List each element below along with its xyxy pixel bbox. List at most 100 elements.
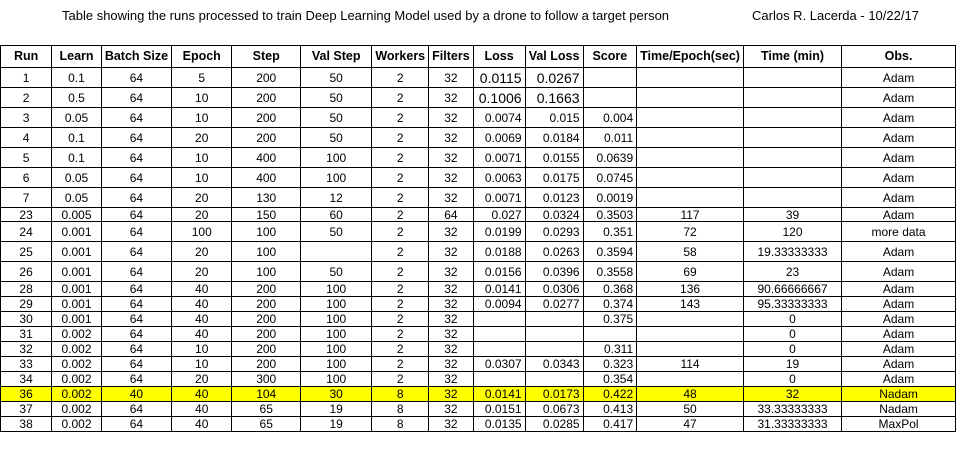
cell-val-loss[interactable]: 0.0155 [524,147,584,168]
cell-val-loss[interactable]: 0.0343 [524,356,584,372]
cell-workers[interactable]: 2 [371,296,430,312]
cell-val-step[interactable]: 50 [299,221,373,242]
cell-epoch[interactable]: 40 [171,401,233,417]
cell-learn[interactable]: 0.1 [51,147,102,168]
cell-val-step[interactable]: 50 [299,87,373,108]
cell-learn[interactable]: 0.001 [51,311,102,327]
column-header[interactable]: Learn [51,45,102,68]
cell-val-loss[interactable]: 0.015 [524,107,584,128]
cell-step[interactable]: 200 [231,281,301,297]
cell-obs[interactable]: MaxPol [841,416,956,432]
cell-val-step[interactable]: 60 [299,207,373,222]
cell-obs[interactable]: Adam [841,261,956,282]
column-header[interactable]: Batch Size [100,45,173,68]
cell-filters[interactable]: 32 [428,296,474,312]
cell-score[interactable]: 0.311 [582,341,638,357]
cell-batch[interactable]: 64 [100,296,173,312]
cell-val-step[interactable]: 100 [299,356,373,372]
cell-filters[interactable]: 32 [428,167,474,188]
cell-time-epoch[interactable]: 72 [636,221,744,242]
cell-step[interactable]: 200 [231,341,301,357]
column-header[interactable]: Time (min) [742,45,843,68]
cell-epoch[interactable]: 40 [171,386,233,402]
cell-time-min[interactable] [742,67,843,88]
cell-workers[interactable]: 2 [371,326,430,342]
cell-obs[interactable]: more data [841,221,956,242]
cell-loss[interactable] [472,326,526,342]
cell-val-step[interactable]: 19 [299,416,373,432]
cell-epoch[interactable]: 10 [171,107,233,128]
cell-filters[interactable]: 32 [428,107,474,128]
cell-workers[interactable]: 2 [371,87,430,108]
cell-val-step[interactable]: 30 [299,386,373,402]
cell-step[interactable]: 100 [231,261,301,282]
cell-time-min[interactable]: 0 [742,311,843,327]
cell-learn[interactable]: 0.002 [51,371,102,387]
cell-time-min[interactable] [742,147,843,168]
cell-batch[interactable]: 64 [100,281,173,297]
column-header[interactable]: Time/Epoch(sec) [636,45,744,68]
cell-workers[interactable]: 8 [371,416,430,432]
column-header[interactable]: Val Step [299,45,373,68]
cell-time-epoch[interactable]: 117 [636,207,744,222]
cell-score[interactable]: 0.0019 [582,187,638,208]
cell-batch[interactable]: 64 [100,261,173,282]
cell-score[interactable]: 0.413 [582,401,638,417]
cell-time-epoch[interactable]: 114 [636,356,744,372]
cell-learn[interactable]: 0.002 [51,341,102,357]
cell-epoch[interactable]: 20 [171,207,233,222]
cell-val-loss[interactable]: 0.0277 [524,296,584,312]
cell-time-epoch[interactable]: 58 [636,241,744,262]
cell-loss[interactable]: 0.0069 [472,127,526,148]
cell-val-step[interactable]: 100 [299,167,373,188]
cell-run[interactable]: 3 [0,107,53,128]
cell-workers[interactable]: 2 [371,187,430,208]
cell-learn[interactable]: 0.005 [51,207,102,222]
cell-val-loss[interactable]: 0.1663 [524,87,584,108]
cell-val-step[interactable]: 50 [299,261,373,282]
cell-time-min[interactable] [742,167,843,188]
cell-time-min[interactable]: 90.66666667 [742,281,843,297]
cell-run[interactable]: 5 [0,147,53,168]
cell-time-epoch[interactable] [636,87,744,108]
cell-obs[interactable]: Adam [841,147,956,168]
cell-loss[interactable]: 0.1006 [472,87,526,108]
cell-loss[interactable]: 0.0156 [472,261,526,282]
cell-epoch[interactable]: 10 [171,147,233,168]
cell-learn[interactable]: 0.001 [51,281,102,297]
cell-step[interactable]: 200 [231,356,301,372]
cell-batch[interactable]: 64 [100,326,173,342]
cell-filters[interactable]: 32 [428,356,474,372]
cell-val-step[interactable]: 50 [299,67,373,88]
cell-run[interactable]: 28 [0,281,53,297]
column-header[interactable]: Loss [472,45,526,68]
cell-epoch[interactable]: 20 [171,371,233,387]
cell-obs[interactable]: Adam [841,241,956,262]
cell-val-loss[interactable]: 0.0267 [524,67,584,88]
cell-val-step[interactable]: 50 [299,127,373,148]
cell-epoch[interactable]: 10 [171,341,233,357]
cell-val-loss[interactable]: 0.0173 [524,386,584,402]
cell-workers[interactable]: 2 [371,67,430,88]
cell-time-epoch[interactable]: 143 [636,296,744,312]
cell-epoch[interactable]: 40 [171,416,233,432]
cell-obs[interactable]: Adam [841,107,956,128]
cell-val-loss[interactable]: 0.0324 [524,207,584,222]
cell-loss[interactable]: 0.0141 [472,386,526,402]
cell-val-loss[interactable]: 0.0175 [524,167,584,188]
cell-filters[interactable]: 32 [428,67,474,88]
cell-score[interactable]: 0.323 [582,356,638,372]
cell-workers[interactable]: 2 [371,221,430,242]
cell-time-min[interactable]: 120 [742,221,843,242]
cell-val-step[interactable]: 100 [299,311,373,327]
cell-time-min[interactable]: 0 [742,326,843,342]
cell-learn[interactable]: 0.5 [51,87,102,108]
cell-score[interactable]: 0.375 [582,311,638,327]
cell-step[interactable]: 200 [231,127,301,148]
cell-learn[interactable]: 0.002 [51,356,102,372]
cell-time-min[interactable]: 0 [742,341,843,357]
cell-step[interactable]: 130 [231,187,301,208]
cell-learn[interactable]: 0.002 [51,401,102,417]
cell-val-loss[interactable]: 0.0293 [524,221,584,242]
cell-obs[interactable]: Adam [841,167,956,188]
